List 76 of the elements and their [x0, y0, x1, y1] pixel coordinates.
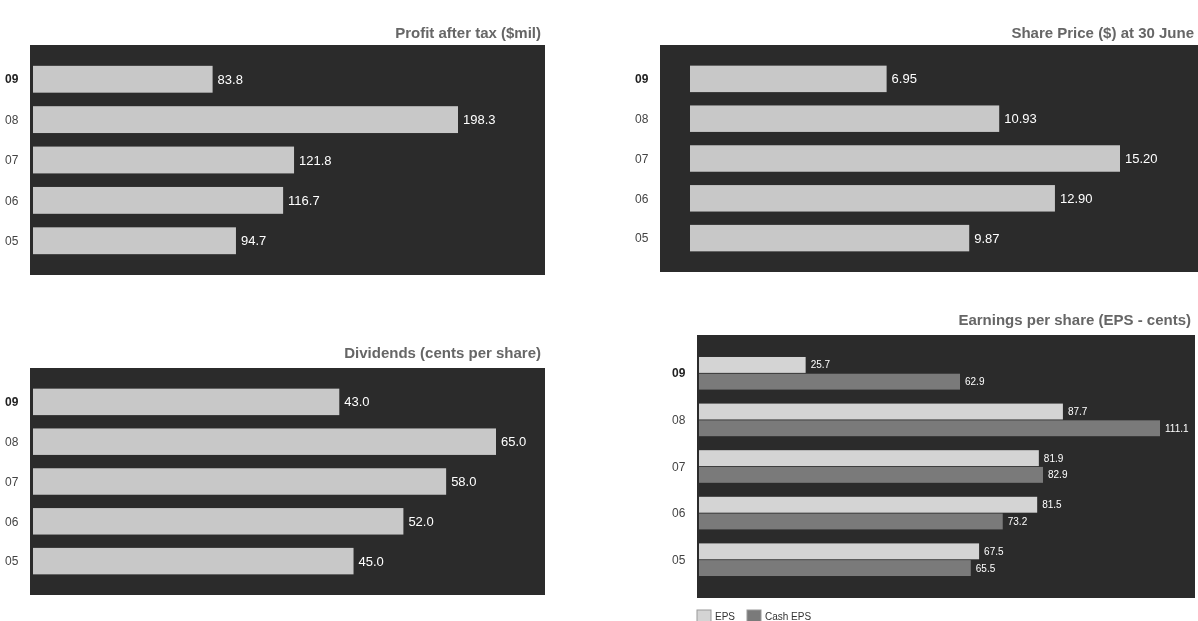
bar	[699, 496, 1038, 513]
data-label: 45.0	[358, 553, 384, 569]
data-label: 67.5	[984, 545, 1004, 557]
y-tick-label: 05	[672, 552, 686, 567]
y-tick-label: 06	[5, 514, 19, 529]
y-tick-label: 07	[5, 153, 19, 168]
chart-title: Dividends (cents per share)	[344, 344, 541, 361]
data-label: 116.7	[288, 192, 320, 208]
data-label: 121.8	[299, 152, 332, 168]
bar	[699, 466, 1043, 483]
bar	[690, 145, 1120, 172]
y-tick-label: 07	[635, 151, 649, 166]
bar	[33, 106, 458, 134]
bar	[699, 560, 971, 577]
y-tick-label: 06	[672, 506, 686, 521]
data-label: 81.5	[1042, 499, 1063, 511]
bar	[33, 65, 213, 93]
data-label: 6.95	[891, 71, 917, 87]
legend-label: EPS	[715, 611, 736, 621]
chart-title: Share Price ($) at 30 June	[1011, 24, 1194, 41]
data-label: 81.9	[1043, 452, 1064, 464]
y-tick-label: 09	[672, 366, 686, 381]
data-label: 10.93	[1004, 111, 1037, 127]
y-tick-label: 08	[5, 112, 19, 127]
bar	[33, 508, 404, 535]
data-label: 9.87	[974, 230, 1000, 246]
bar	[699, 513, 1003, 530]
data-label: 52.0	[408, 513, 434, 529]
data-label: 62.9	[965, 376, 985, 388]
data-label: 43.0	[344, 394, 370, 410]
bar	[699, 420, 1160, 437]
data-label: 15.20	[1125, 151, 1158, 167]
bar	[33, 547, 354, 575]
bar	[699, 373, 960, 390]
y-tick-label: 05	[5, 233, 19, 248]
y-tick-label: 07	[5, 474, 19, 489]
bar	[690, 65, 887, 93]
bar	[33, 428, 496, 455]
y-tick-label: 07	[672, 459, 686, 474]
bar	[699, 403, 1063, 420]
bar	[690, 105, 1000, 132]
bar	[690, 224, 970, 252]
data-label: 87.7	[1067, 406, 1088, 418]
data-label: 111.1	[1165, 422, 1189, 434]
data-label: 82.9	[1047, 469, 1068, 481]
bar	[33, 468, 447, 495]
y-tick-label: 08	[672, 413, 686, 428]
y-tick-label: 08	[635, 111, 649, 126]
y-tick-label: 09	[5, 72, 19, 87]
y-tick-label: 05	[5, 554, 19, 569]
data-label: 94.7	[240, 233, 267, 249]
bar	[699, 543, 980, 560]
data-label: 58.0	[451, 474, 477, 490]
data-label: 83.8	[217, 71, 243, 87]
y-tick-label: 09	[5, 395, 19, 410]
bar	[33, 227, 236, 255]
chart-title: Profit after tax ($mil)	[395, 24, 541, 41]
data-label: 65.0	[501, 434, 527, 450]
bar	[699, 356, 806, 373]
bar	[33, 388, 340, 416]
y-tick-label: 06	[5, 193, 19, 208]
y-tick-label: 08	[5, 434, 19, 449]
bar	[699, 450, 1039, 467]
y-tick-label: 05	[635, 231, 649, 246]
legend-label: Cash EPS	[765, 611, 812, 621]
data-label: 198.3	[463, 112, 496, 128]
y-tick-label: 06	[635, 191, 649, 206]
data-label: 25.7	[810, 359, 831, 371]
bar	[690, 185, 1055, 212]
data-label: 65.5	[975, 562, 996, 574]
bar	[33, 146, 295, 174]
chart-title: Earnings per share (EPS - cents)	[958, 311, 1191, 328]
y-tick-label: 09	[635, 72, 649, 87]
data-label: 12.90	[1059, 190, 1093, 206]
bar	[33, 186, 284, 214]
data-label: 73.2	[1007, 515, 1028, 527]
